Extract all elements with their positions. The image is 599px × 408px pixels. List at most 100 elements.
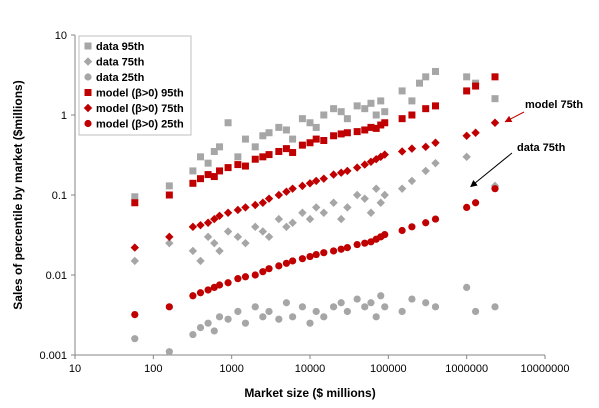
y-tick-label: 10	[55, 30, 67, 42]
point-model-beta-0-75th	[360, 160, 369, 169]
legend-marker-data-95th	[84, 42, 92, 50]
point-model-beta-0-75th	[241, 203, 250, 212]
legend-item-data-75th: data 75th	[96, 57, 145, 69]
legend-marker-model-beta-0-95th	[84, 89, 92, 96]
point-data-25th	[298, 303, 307, 311]
point-data-75th	[196, 256, 205, 266]
point-data-95th	[131, 193, 139, 201]
point-data-75th	[203, 232, 213, 242]
point-data-95th	[372, 111, 380, 119]
x-tick-label: 100	[144, 363, 162, 375]
point-data-95th	[275, 123, 283, 131]
point-data-25th	[367, 299, 375, 307]
x-tick-label: 1000000	[445, 363, 488, 375]
point-data-75th	[223, 227, 233, 236]
point-data-25th	[320, 313, 328, 321]
point-data-25th	[343, 307, 351, 316]
point-data-95th	[306, 119, 314, 127]
point-model-beta-0-25th	[491, 185, 499, 193]
point-model-beta-0-75th	[264, 194, 274, 203]
point-data-25th	[431, 303, 440, 311]
x-tick-label: 1000	[219, 363, 243, 375]
point-data-25th	[408, 295, 416, 303]
point-model-beta-0-25th	[306, 252, 314, 261]
point-model-beta-0-75th	[233, 205, 243, 215]
point-data-75th	[407, 176, 417, 186]
point-model-beta-0-75th	[490, 118, 500, 127]
x-tick-label: 100000	[370, 363, 407, 375]
x-tick-label: 10000000	[521, 363, 570, 375]
point-model-beta-0-75th	[165, 232, 174, 242]
point-model-beta-0-75th	[312, 176, 321, 186]
point-data-75th	[380, 190, 389, 200]
point-model-beta-0-25th	[241, 273, 250, 281]
point-data-25th	[189, 330, 197, 339]
point-model-beta-0-75th	[282, 187, 291, 196]
point-data-75th	[282, 222, 291, 232]
point-model-beta-0-75th	[329, 170, 338, 179]
point-model-beta-0-95th	[361, 126, 369, 134]
point-model-beta-0-25th	[275, 262, 283, 270]
point-data-25th	[241, 319, 250, 327]
annotation-model-75th: model 75th	[525, 99, 583, 111]
y-tick-label: 1	[61, 110, 67, 122]
annotation-arrow-model-75th	[504, 111, 525, 123]
point-data-95th	[196, 153, 204, 161]
point-data-75th	[462, 152, 471, 162]
point-model-beta-0-75th	[298, 181, 307, 191]
point-data-25th	[275, 315, 283, 323]
x-tick-label: 10	[69, 363, 81, 375]
point-data-95th	[224, 119, 232, 127]
legend-marker-model-beta-0-25th	[84, 119, 92, 128]
point-data-95th	[265, 129, 273, 137]
point-model-beta-0-25th	[329, 247, 338, 255]
point-data-95th	[251, 143, 259, 151]
point-model-beta-0-95th	[330, 132, 338, 140]
point-data-95th	[216, 143, 224, 151]
point-model-beta-0-25th	[298, 255, 307, 263]
point-model-beta-0-75th	[130, 243, 140, 252]
point-model-beta-0-25th	[408, 223, 416, 231]
point-model-beta-0-75th	[258, 198, 268, 207]
point-model-beta-0-95th	[398, 115, 406, 123]
point-data-25th	[306, 319, 314, 327]
point-model-beta-0-25th	[234, 275, 242, 283]
point-model-beta-0-75th	[397, 147, 407, 156]
point-model-beta-0-95th	[306, 139, 314, 147]
y-axis-title: Sales of percentile by market ($millions…	[11, 80, 25, 309]
point-data-95th	[422, 73, 430, 81]
point-model-beta-0-25th	[189, 292, 197, 300]
point-data-75th	[431, 158, 440, 168]
point-data-25th	[215, 313, 224, 321]
point-data-25th	[196, 324, 205, 332]
point-model-beta-0-95th	[210, 173, 218, 181]
point-data-75th	[165, 238, 174, 248]
point-model-beta-0-95th	[196, 175, 204, 183]
point-data-75th	[274, 214, 284, 224]
point-model-beta-0-25th	[259, 268, 267, 276]
point-data-75th	[210, 238, 219, 248]
point-model-beta-0-75th	[380, 150, 389, 159]
point-model-beta-0-75th	[371, 155, 381, 164]
point-model-beta-0-25th	[165, 303, 173, 311]
point-data-95th	[337, 108, 345, 116]
point-model-beta-0-75th	[215, 211, 224, 220]
point-data-25th	[131, 335, 139, 343]
point-model-beta-0-25th	[215, 281, 224, 289]
point-data-95th	[398, 87, 406, 95]
point-data-25th	[381, 303, 389, 311]
point-data-95th	[204, 159, 212, 167]
point-model-beta-0-95th	[224, 164, 232, 172]
point-data-75th	[371, 184, 381, 193]
legend-marker-data-75th	[83, 57, 93, 66]
point-model-beta-0-95th	[265, 151, 273, 159]
point-data-25th	[353, 295, 361, 303]
point-data-75th	[376, 198, 385, 207]
point-model-beta-0-95th	[216, 167, 224, 175]
point-model-beta-0-95th	[381, 119, 389, 127]
point-data-95th	[259, 132, 267, 140]
point-model-beta-0-75th	[336, 168, 346, 177]
point-model-beta-0-25th	[353, 240, 361, 249]
point-data-95th	[463, 73, 471, 81]
legend-item-model-beta-0-75th: model (β>0) 75th	[96, 103, 184, 115]
